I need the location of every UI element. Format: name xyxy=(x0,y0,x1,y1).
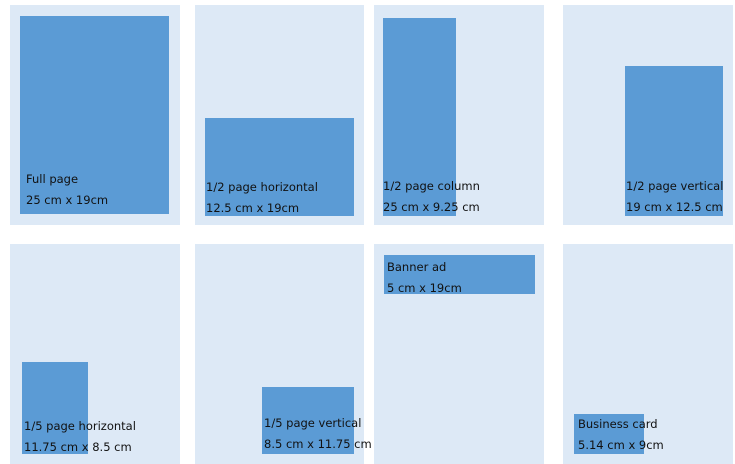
label-business-card: Business card 5.14 cm x 9cm xyxy=(578,417,664,452)
page-full-page: Full page 25 cm x 19cm xyxy=(10,5,180,225)
ad-area-business-card xyxy=(574,414,644,454)
ad-area-half-column xyxy=(383,18,456,216)
page-half-vertical: 1/2 page vertical 19 cm x 12.5 cm xyxy=(563,5,733,225)
label-half-column: 1/2 page column 25 cm x 9.25 cm xyxy=(383,179,480,214)
ad-size: 12.5 cm x 19cm xyxy=(206,201,300,215)
ad-size: 11.75 cm x 8.5 cm xyxy=(24,440,132,454)
page-half-horizontal: 1/2 page horizontal 12.5 cm x 19cm xyxy=(195,5,364,225)
page-fifth-horizontal: 1/5 page horizontal 11.75 cm x 8.5 cm xyxy=(10,244,180,464)
ad-size: 8.5 cm x 11.75 cm xyxy=(264,437,372,451)
label-half-horizontal: 1/2 page horizontal 12.5 cm x 19cm xyxy=(206,180,318,215)
ad-name: Business card xyxy=(578,417,658,431)
page-fifth-vertical: 1/5 page vertical 8.5 cm x 11.75 cm xyxy=(195,244,372,464)
ad-size: 19 cm x 12.5 cm xyxy=(626,200,723,214)
ad-name: Banner ad xyxy=(387,260,447,274)
ad-name: 1/2 page column xyxy=(383,179,480,193)
ad-area-fifth-vertical xyxy=(262,387,354,454)
label-full-page: Full page 25 cm x 19cm xyxy=(26,172,108,207)
page-half-column: 1/2 page column 25 cm x 9.25 cm xyxy=(374,5,544,225)
label-banner-ad: Banner ad 5 cm x 19cm xyxy=(387,260,462,295)
ad-name: 1/2 page vertical xyxy=(626,179,724,193)
label-fifth-horizontal: 1/5 page horizontal 11.75 cm x 8.5 cm xyxy=(24,419,136,454)
ad-area-full-page xyxy=(20,16,169,214)
ad-size: 5 cm x 19cm xyxy=(387,281,462,295)
label-half-vertical: 1/2 page vertical 19 cm x 12.5 cm xyxy=(626,179,723,214)
page-business-card: Business card 5.14 cm x 9cm xyxy=(563,244,733,464)
label-fifth-vertical: 1/5 page vertical 8.5 cm x 11.75 cm xyxy=(264,416,372,451)
ad-name: 1/5 page vertical xyxy=(264,416,362,430)
ad-area-half-vertical xyxy=(625,66,723,216)
ad-area-fifth-horizontal xyxy=(22,362,88,454)
ad-name: Full page xyxy=(26,172,79,186)
ad-size: 5.14 cm x 9cm xyxy=(578,438,664,452)
ad-area-banner xyxy=(384,255,535,294)
ad-size: 25 cm x 9.25 cm xyxy=(383,200,480,214)
ad-area-half-horizontal xyxy=(205,118,354,216)
ad-name: 1/2 page horizontal xyxy=(206,180,318,194)
page-banner-ad: Banner ad 5 cm x 19cm xyxy=(374,244,544,464)
ad-size: 25 cm x 19cm xyxy=(26,193,109,207)
ad-name: 1/5 page horizontal xyxy=(24,419,136,433)
